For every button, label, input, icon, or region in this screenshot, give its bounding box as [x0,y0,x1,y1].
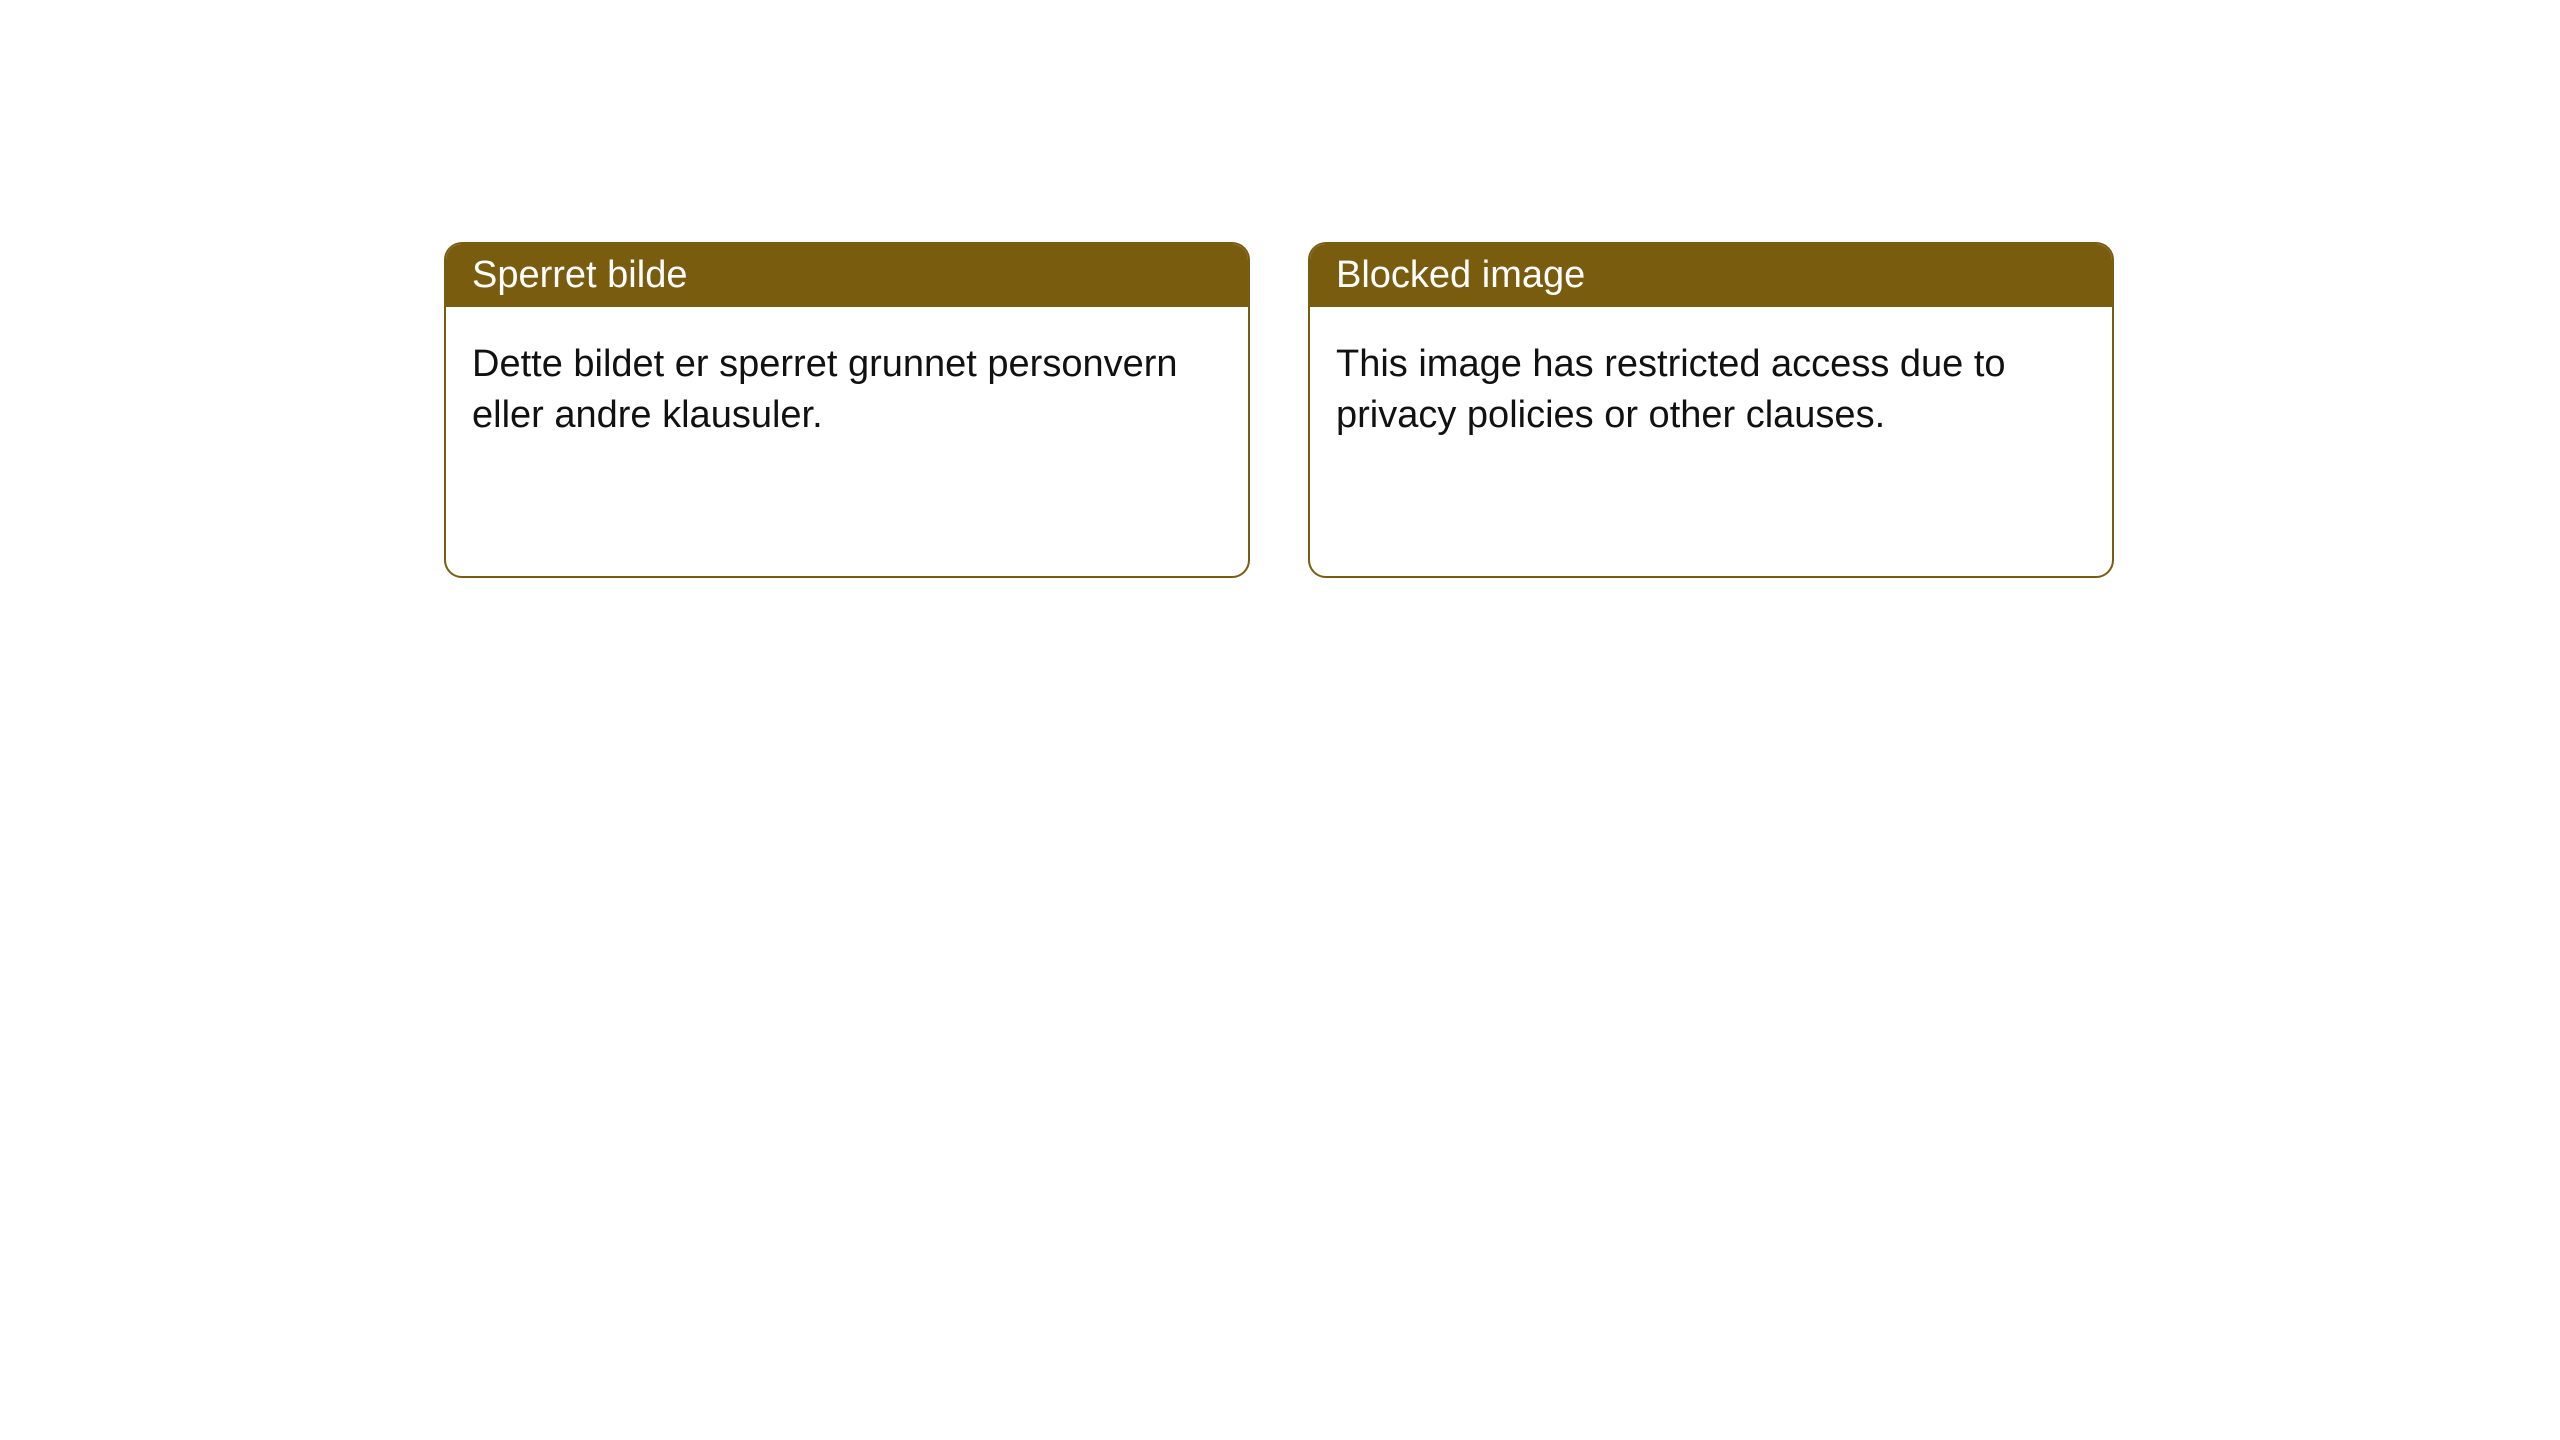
notice-card-english: Blocked image This image has restricted … [1308,242,2114,578]
notice-header: Sperret bilde [446,244,1248,307]
notice-header: Blocked image [1310,244,2112,307]
notice-body: This image has restricted access due to … [1310,307,2112,474]
notice-body: Dette bildet er sperret grunnet personve… [446,307,1248,474]
notice-card-norwegian: Sperret bilde Dette bildet er sperret gr… [444,242,1250,578]
notice-container: Sperret bilde Dette bildet er sperret gr… [0,0,2560,578]
